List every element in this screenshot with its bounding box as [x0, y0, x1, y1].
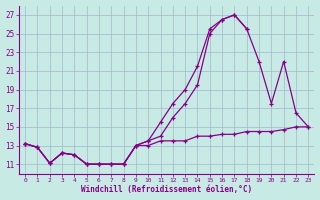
X-axis label: Windchill (Refroidissement éolien,°C): Windchill (Refroidissement éolien,°C) — [81, 185, 252, 194]
